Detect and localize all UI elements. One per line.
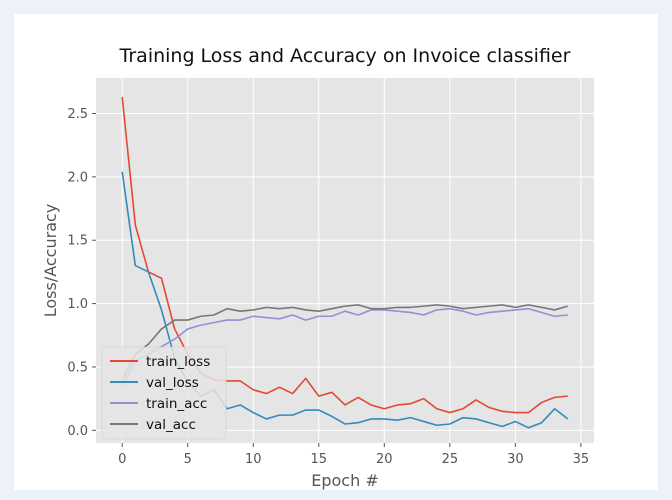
chart-title: Training Loss and Accuracy on Invoice cl… — [119, 45, 571, 67]
axis-ticks: 0 5 10 15 20 25 30 35 0.0 0.5 1.0 1.5 2.0 2.5 — [67, 107, 589, 467]
legend-box — [101, 346, 227, 440]
legend-label: val_loss — [146, 375, 199, 391]
x-tick-label: 20 — [376, 452, 393, 467]
y-tick-label: 0.0 — [67, 424, 88, 439]
legend-label: train_acc — [146, 396, 207, 412]
x-axis-label: Epoch # — [311, 471, 378, 490]
chart-figure: 0 5 10 15 20 25 30 35 0.0 0.5 1.0 1.5 2.0 2.5 Trainin… — [14, 14, 658, 490]
legend: train_loss val_loss train_acc val_acc — [101, 346, 227, 440]
y-axis-label: Loss/Accuracy — [41, 204, 60, 318]
y-tick-label: 1.0 — [67, 297, 88, 312]
series-line-val-acc — [121, 304, 569, 380]
y-tick-label: 1.5 — [67, 234, 88, 249]
series-line-train-acc — [121, 307, 568, 387]
y-tick-label: 2.0 — [67, 170, 88, 185]
x-tick-label: 30 — [507, 452, 524, 467]
x-tick-label: 0 — [118, 452, 126, 467]
x-tick-label: 15 — [311, 452, 328, 467]
x-tick-label: 10 — [245, 452, 262, 467]
legend-label: train_loss — [146, 354, 210, 370]
x-tick-label: 25 — [442, 452, 459, 467]
x-tick-label: 5 — [184, 452, 192, 467]
y-tick-label: 2.5 — [67, 107, 88, 122]
legend-label: val_acc — [146, 417, 196, 433]
line-chart: 0 5 10 15 20 25 30 35 0.0 0.5 1.0 1.5 2.0 2.5 Trainin… — [41, 45, 594, 490]
x-tick-label: 35 — [573, 452, 590, 467]
y-tick-label: 0.5 — [67, 360, 88, 375]
